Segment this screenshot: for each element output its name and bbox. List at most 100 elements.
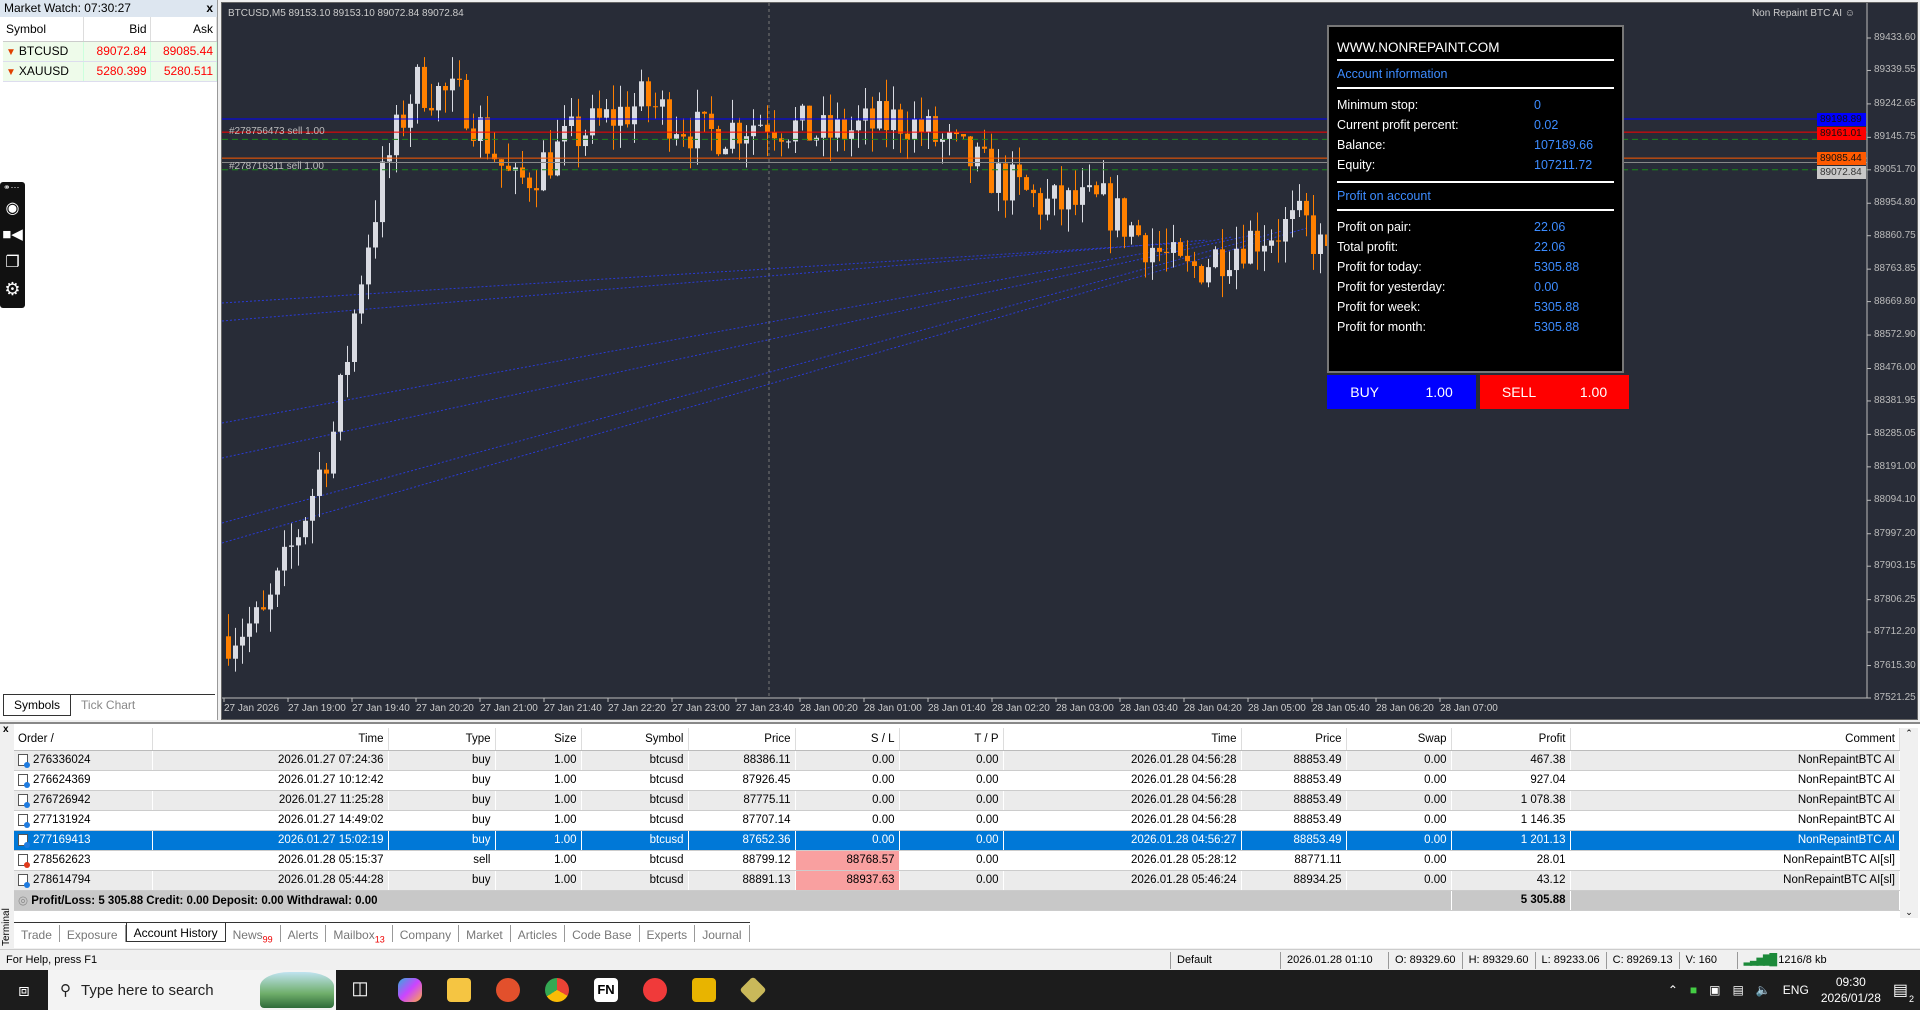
table-row[interactable]: 277131924 2026.01.27 14:49:02 buy 1.00 btcus…	[14, 810, 1900, 831]
taskbar-search[interactable]: ⚲ Type here to search	[48, 970, 336, 1010]
col-header[interactable]: S / L	[795, 728, 900, 751]
col-header[interactable]: Time	[152, 728, 389, 751]
task-view-icon[interactable]: ◫	[351, 978, 369, 998]
col-header[interactable]: Price	[688, 728, 796, 751]
tab-news[interactable]: News99	[226, 925, 281, 944]
volume-icon[interactable]: 🔈	[1755, 983, 1771, 997]
equity-row: Equity: 107211.72	[1337, 158, 1593, 172]
table-row[interactable]: 278614794 2026.01.28 05:44:28 buy 1.00 btcus…	[14, 870, 1900, 891]
col-header[interactable]: Price	[1241, 728, 1347, 751]
price-tick-label: 88572.90	[1874, 329, 1916, 341]
time-tick-label: 28 Jan 01:00	[864, 703, 922, 714]
widget-landscape-icon[interactable]	[260, 972, 334, 1008]
buy-button[interactable]: BUY 1.00	[1327, 375, 1476, 409]
expert-advisor-label[interactable]: Non Repaint BTC AI ☺	[1752, 8, 1855, 19]
table-row[interactable]: 276726942 2026.01.27 11:25:28 buy 1.00 btcus…	[14, 790, 1900, 811]
price-chart[interactable]: BTCUSD,M5 89153.10 89153.10 89072.84 890…	[221, 2, 1918, 720]
col-header[interactable]: T / P	[899, 728, 1004, 751]
tab-mailbox[interactable]: Mailbox13	[326, 925, 393, 944]
app-icon-shield[interactable]	[739, 976, 767, 1004]
tab-exposure[interactable]: Exposure	[60, 925, 126, 942]
symbol-row[interactable]: ▼ XAUUSD 5280.399 5280.511	[3, 61, 218, 82]
table-row[interactable]: 278562623 2026.01.28 05:15:37 sell 1.00 btcu…	[14, 850, 1900, 871]
sell-button[interactable]: SELL 1.00	[1480, 375, 1629, 409]
tab-trade[interactable]: Trade	[14, 925, 60, 942]
fn-app-icon[interactable]: FN	[594, 978, 618, 1002]
gear-icon[interactable]: ⚙	[4, 279, 21, 299]
language-indicator[interactable]: ENG	[1782, 983, 1809, 997]
close-icon[interactable]: x	[206, 1, 213, 15]
camera-icon[interactable]: ◉	[5, 200, 20, 217]
price-tag: 89198.89	[1817, 113, 1866, 126]
col-header[interactable]: Symbol	[581, 728, 689, 751]
tab-market[interactable]: Market	[459, 925, 511, 942]
app-icon-d[interactable]	[643, 978, 667, 1002]
col-header[interactable]: Profit	[1451, 728, 1571, 751]
col-header[interactable]: Type	[388, 728, 496, 751]
price-tick-label: 89051.70	[1874, 163, 1916, 175]
close-icon[interactable]: x	[3, 724, 9, 735]
tab-tick-chart[interactable]: Tick Chart	[81, 698, 136, 712]
cell: 2026.01.28 04:56:28	[1003, 810, 1242, 831]
app-icon-yellow[interactable]	[692, 978, 716, 1002]
network-icon[interactable]: ▤	[1732, 983, 1744, 997]
clock[interactable]: 09:30 2026/01/28	[1820, 975, 1881, 1005]
chrome-icon[interactable]	[545, 978, 569, 1002]
table-row[interactable]: 276624369 2026.01.27 10:12:42 buy 1.00 btcus…	[14, 770, 1900, 791]
table-row[interactable]: 276336024 2026.01.27 07:24:36 buy 1.00 btcus…	[14, 750, 1900, 771]
col-header[interactable]: Order /	[14, 728, 153, 751]
col-bid[interactable]: Bid	[83, 17, 151, 42]
copilot-icon[interactable]	[398, 978, 422, 1002]
tab-company[interactable]: Company	[393, 925, 460, 942]
app-icon-red[interactable]	[496, 978, 520, 1002]
chevron-up-icon[interactable]: ⌃	[1667, 983, 1678, 997]
candle-body	[1073, 190, 1078, 205]
price-tick-label: 88285.05	[1874, 428, 1916, 440]
price-tick-label: 88669.80	[1874, 295, 1916, 307]
col-header[interactable]: Time	[1003, 728, 1242, 751]
vertical-scrollbar[interactable]: ⌃ ⌄	[1900, 728, 1918, 918]
candle-body	[975, 146, 980, 167]
profit-week-row: Profit for week: 5305.88	[1337, 300, 1580, 314]
cell: buy	[388, 810, 496, 831]
tab-account-history[interactable]: Account History	[125, 923, 226, 942]
link-icon[interactable]: ⚭···	[3, 182, 20, 192]
candle-body	[1017, 164, 1022, 178]
cell: btcusd	[581, 830, 689, 851]
tab-journal[interactable]: Journal	[695, 925, 750, 942]
profile-name[interactable]: Default	[1170, 951, 1280, 969]
col-header[interactable]: Size	[495, 728, 582, 751]
cell: buy	[388, 750, 496, 771]
cell: 467.38	[1451, 750, 1571, 771]
tab-symbols[interactable]: Symbols	[3, 695, 72, 716]
file-explorer-icon[interactable]	[447, 978, 471, 1002]
table-row[interactable]: 277169413 2026.01.27 15:02:19 buy 1.00 btcus…	[14, 830, 1900, 851]
cell: 88771.11	[1241, 850, 1347, 871]
candle-body	[303, 520, 308, 538]
candle-body	[632, 106, 637, 125]
total-profit-row: Total profit: 22.06	[1337, 240, 1566, 254]
start-button[interactable]: ⧈	[18, 979, 30, 1000]
col-ask[interactable]: Ask	[150, 17, 218, 42]
col-header[interactable]: Swap	[1346, 728, 1452, 751]
windows-icon[interactable]: ❐	[5, 254, 20, 271]
candle-body	[1052, 185, 1057, 199]
tab-articles[interactable]: Articles	[511, 925, 566, 942]
order-doc-icon	[18, 773, 30, 788]
tab-code-base[interactable]: Code Base	[565, 925, 640, 942]
col-symbol[interactable]: Symbol	[3, 17, 85, 42]
col-header[interactable]: Comment	[1570, 728, 1900, 751]
bar-low: L: 89233.06	[1534, 951, 1606, 969]
candle-body	[968, 136, 973, 167]
symbol-row[interactable]: ▼ BTCUSD 89072.84 89085.44	[3, 41, 218, 62]
video-icon[interactable]: ■◀	[2, 226, 23, 243]
summary-row: ◎ Profit/Loss: 5 305.88 Credit: 0.00 Dep…	[14, 890, 1900, 911]
cell: 0.00	[899, 850, 1004, 871]
notification-icon[interactable]: ▤ 2	[1892, 982, 1914, 1004]
candle-body	[576, 116, 581, 147]
tab-experts[interactable]: Experts	[640, 925, 696, 942]
meet-icon[interactable]: ▣	[1709, 983, 1721, 997]
connection-status[interactable]: ▂▃▅▇█ 1216/8 kb	[1736, 951, 1833, 969]
tray-app-icon[interactable]: ■	[1689, 983, 1698, 997]
tab-alerts[interactable]: Alerts	[281, 925, 327, 942]
